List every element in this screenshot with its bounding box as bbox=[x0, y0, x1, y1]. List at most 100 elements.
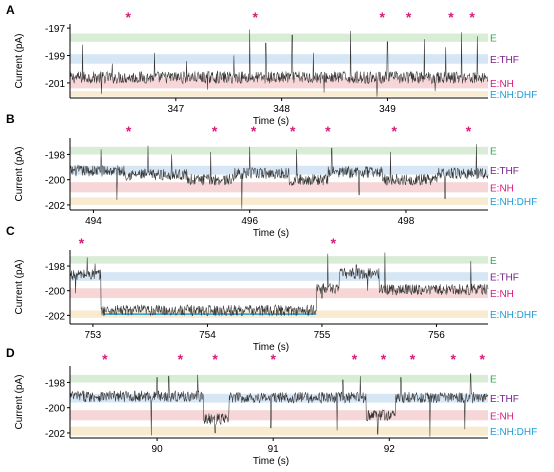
state-band bbox=[70, 182, 488, 193]
state-label: E:NH bbox=[490, 411, 514, 422]
y-axis-label: Current (pA) bbox=[14, 146, 25, 201]
x-tick-label: 347 bbox=[167, 104, 184, 115]
y-tick-label: -202 bbox=[45, 429, 65, 440]
turnover-marker: * bbox=[212, 123, 218, 139]
state-label: E:NH bbox=[490, 289, 514, 300]
state-band bbox=[70, 33, 488, 42]
state-label: E:THF bbox=[490, 273, 519, 284]
y-tick-label: -198 bbox=[45, 378, 65, 389]
y-tick-label: -202 bbox=[45, 311, 65, 322]
panel-letter: A bbox=[6, 3, 15, 17]
state-label: E:THF bbox=[490, 166, 519, 177]
x-tick-label: 90 bbox=[152, 444, 164, 455]
turnover-marker: * bbox=[125, 9, 131, 25]
current-trace bbox=[69, 144, 489, 209]
current-trace bbox=[69, 29, 489, 97]
turnover-marker: * bbox=[379, 9, 385, 25]
x-axis-label: Time (s) bbox=[253, 342, 289, 353]
x-tick-label: 494 bbox=[85, 216, 102, 227]
turnover-marker: * bbox=[252, 9, 258, 25]
y-tick-label: -199 bbox=[45, 52, 65, 63]
turnover-marker: * bbox=[450, 351, 456, 367]
turnover-marker: * bbox=[79, 235, 85, 251]
state-label: E bbox=[490, 256, 497, 267]
panel-letter: C bbox=[6, 224, 15, 238]
state-label: E:NH:DHF bbox=[490, 90, 537, 101]
turnover-marker: * bbox=[331, 235, 337, 251]
y-tick-label: -198 bbox=[45, 262, 65, 273]
turnover-marker: * bbox=[178, 351, 184, 367]
state-band bbox=[70, 410, 488, 421]
state-band bbox=[70, 393, 488, 403]
turnover-marker: * bbox=[381, 351, 387, 367]
y-tick-label: -200 bbox=[45, 287, 65, 298]
turnover-marker: * bbox=[392, 123, 398, 139]
state-band bbox=[70, 256, 488, 264]
x-axis-label: Time (s) bbox=[253, 116, 289, 127]
y-axis-label: Current (pA) bbox=[14, 259, 25, 314]
turnover-marker: * bbox=[251, 123, 257, 139]
y-tick-label: -201 bbox=[45, 79, 65, 90]
panel-c: C E E:THF E:NH E:NH:DHF * * -198 -200 -202 Current… bbox=[6, 224, 537, 353]
x-tick-label: 754 bbox=[199, 330, 216, 341]
x-tick-label: 349 bbox=[379, 104, 396, 115]
state-label: E:THF bbox=[490, 394, 519, 405]
state-label: E bbox=[490, 375, 497, 386]
state-label: E bbox=[490, 34, 497, 45]
panel-letter: B bbox=[6, 112, 15, 126]
y-tick-label: -198 bbox=[45, 150, 65, 161]
y-axis-label: Current (pA) bbox=[14, 33, 25, 88]
turnover-marker: * bbox=[102, 351, 108, 367]
x-tick-label: 755 bbox=[314, 330, 331, 341]
state-band bbox=[70, 91, 488, 97]
y-tick-label: -202 bbox=[45, 201, 65, 212]
turnover-marker: * bbox=[212, 351, 218, 367]
state-band bbox=[70, 146, 488, 155]
current-trace bbox=[69, 373, 489, 437]
x-tick-label: 496 bbox=[241, 216, 258, 227]
current-trace bbox=[69, 252, 489, 317]
turnover-marker: * bbox=[290, 123, 296, 139]
turnover-marker: * bbox=[325, 123, 331, 139]
state-band bbox=[70, 77, 488, 89]
turnover-marker: * bbox=[270, 351, 276, 367]
x-axis-label: Time (s) bbox=[253, 228, 289, 239]
y-tick-label: -197 bbox=[45, 24, 65, 35]
x-tick-label: 498 bbox=[398, 216, 415, 227]
turnover-marker: * bbox=[466, 123, 472, 139]
turnover-marker: * bbox=[410, 351, 416, 367]
x-tick-label: 91 bbox=[268, 444, 280, 455]
turnover-marker: * bbox=[448, 9, 454, 25]
state-label: E bbox=[490, 147, 497, 158]
state-band bbox=[70, 426, 488, 436]
x-tick-label: 753 bbox=[85, 330, 102, 341]
panel-b: B E E:THF E:NH E:NH:DHF * * * * * * * -198 -200 -202 Cu… bbox=[6, 112, 537, 239]
x-tick-label: 348 bbox=[273, 104, 290, 115]
state-band bbox=[70, 197, 488, 205]
x-tick-label: 92 bbox=[384, 444, 396, 455]
state-label: E:NH bbox=[490, 79, 514, 90]
turnover-marker: * bbox=[406, 9, 412, 25]
turnover-marker: * bbox=[126, 123, 132, 139]
state-band bbox=[70, 374, 488, 383]
y-axis-label: Current (pA) bbox=[14, 374, 25, 429]
panel-letter: D bbox=[6, 346, 15, 360]
x-axis-label: Time (s) bbox=[253, 456, 289, 467]
turnover-marker: * bbox=[479, 351, 485, 367]
state-band bbox=[70, 272, 488, 281]
x-tick-label: 756 bbox=[428, 330, 445, 341]
turnover-marker: * bbox=[469, 9, 475, 25]
turnover-marker: * bbox=[352, 351, 358, 367]
state-label: E:NH bbox=[490, 183, 514, 194]
state-label: E:NH:DHF bbox=[490, 310, 537, 321]
panel-a: A E E:THF E:NHE:NH:DHF * * * * * * -197 -199 -201 Cur… bbox=[6, 3, 537, 127]
state-band bbox=[70, 288, 488, 299]
y-tick-label: -200 bbox=[45, 176, 65, 187]
state-label: E:THF bbox=[490, 55, 519, 66]
state-band bbox=[70, 54, 488, 64]
state-label: E:NH:DHF bbox=[490, 197, 537, 208]
y-tick-label: -200 bbox=[45, 404, 65, 415]
state-label: E:NH:DHF bbox=[490, 427, 537, 438]
panel-d: D E E:THF E:NH E:NH:DHF * * * * * * * * * -198 -200 -202… bbox=[6, 346, 537, 467]
